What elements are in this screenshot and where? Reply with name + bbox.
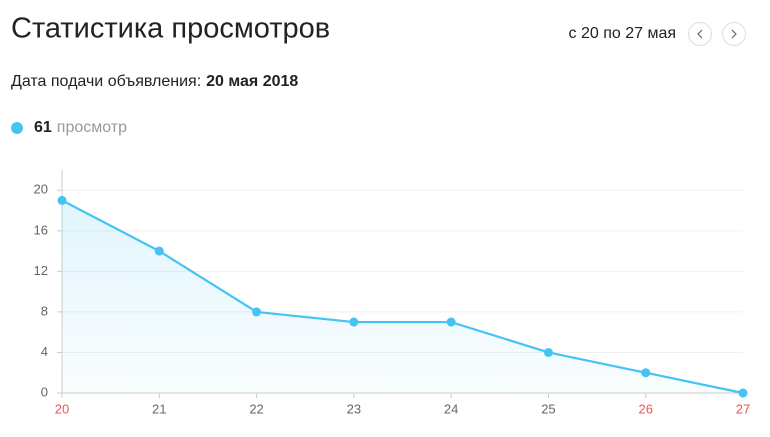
x-tick-label: 24 (444, 401, 458, 416)
legend: 61 просмотр (34, 119, 127, 136)
x-tick-label: 22 (249, 401, 263, 416)
y-tick-label: 12 (34, 263, 48, 278)
area (62, 200, 743, 393)
y-tick-label: 20 (34, 182, 48, 197)
point (543, 347, 553, 357)
y-tick-label: 4 (41, 344, 48, 359)
x-tick-label: 21 (152, 401, 166, 416)
x-tick-label: 26 (638, 401, 652, 416)
x-tick-label: 23 (347, 401, 361, 416)
legend-total: 61 (34, 119, 52, 136)
point (154, 246, 164, 256)
date-value: 20 мая 2018 (206, 73, 298, 90)
point (641, 368, 651, 378)
title: Статистика просмотров (11, 13, 330, 45)
point (349, 317, 359, 327)
y-tick-label: 0 (41, 384, 48, 399)
legend-dot (11, 122, 23, 134)
prev-button[interactable] (688, 22, 712, 46)
date-line: Дата подачи объявления: 20 мая 2018 (11, 73, 298, 90)
point (446, 317, 456, 327)
x-tick-label: 20 (55, 401, 69, 416)
plot: 0 4 8 12 16 20 20 21 22 23 24 25 26 27 (34, 170, 750, 416)
next-button[interactable] (722, 22, 746, 46)
point (738, 388, 748, 398)
legend-name: просмотр (57, 119, 127, 136)
y-tick-label: 16 (34, 222, 48, 237)
point (57, 195, 67, 205)
line (61, 199, 744, 395)
y-tick-label: 8 (41, 303, 48, 318)
date-label: Дата подачи объявления: (11, 73, 201, 90)
x-tick-label: 25 (541, 401, 555, 416)
date-range: с 20 по 27 мая (569, 25, 677, 42)
point (252, 307, 262, 317)
x-tick-label: 27 (736, 401, 750, 416)
